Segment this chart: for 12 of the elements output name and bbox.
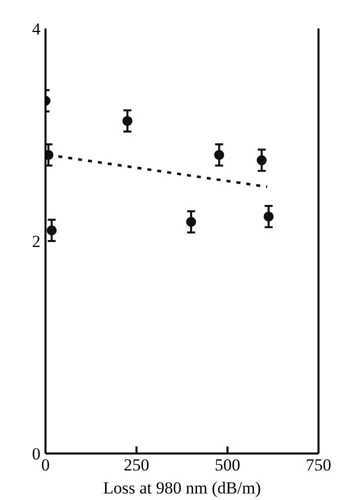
point — [186, 216, 196, 227]
point — [264, 212, 274, 222]
x-tick-label: 750 — [306, 456, 332, 474]
x-tick-label: 250 — [124, 456, 150, 474]
x-tick-label: 500 — [214, 456, 240, 474]
y-tick-label: 4 — [32, 20, 41, 38]
point — [122, 116, 132, 126]
x-axis-title: Loss at 980 nm (dB/m) — [103, 478, 261, 498]
point — [46, 225, 57, 236]
point — [214, 150, 224, 160]
y-tick-label: 2 — [32, 232, 40, 251]
point — [256, 155, 267, 166]
